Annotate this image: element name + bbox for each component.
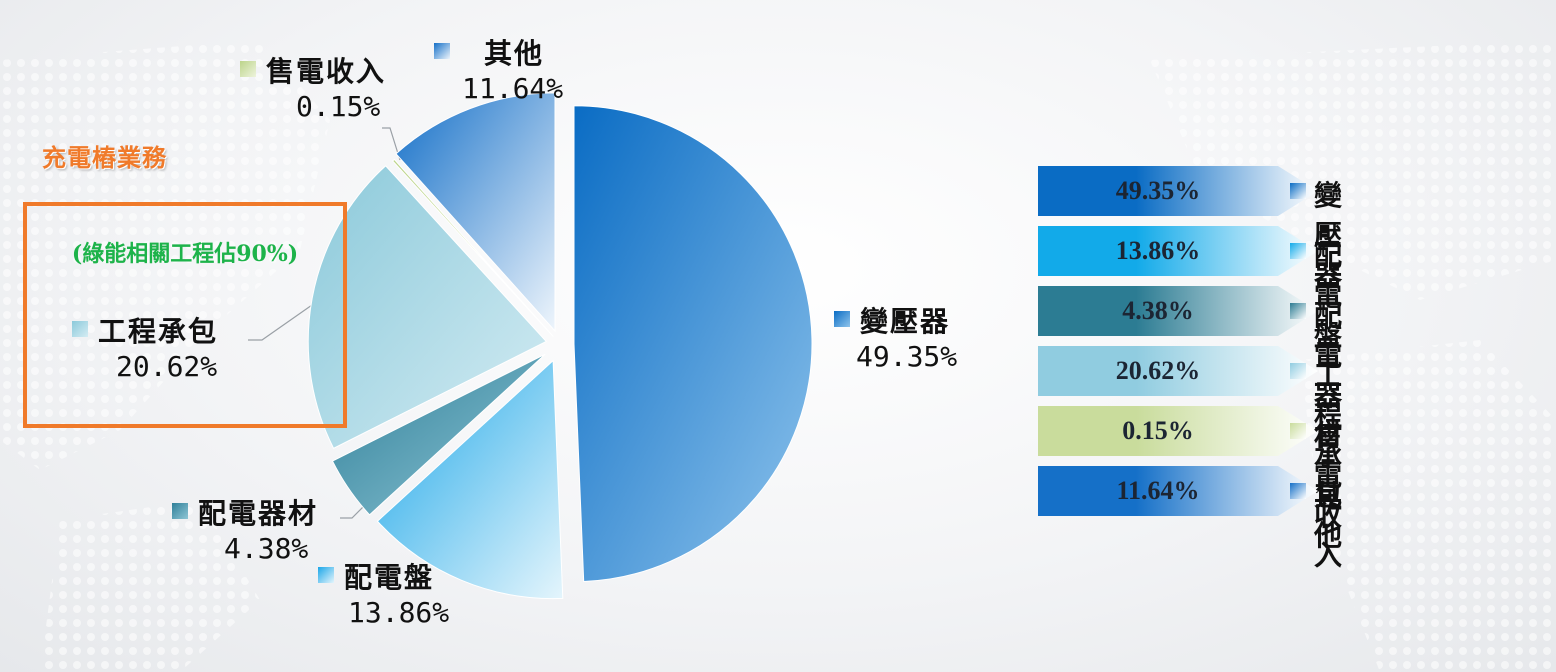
charging-pile-business-title: 充電樁業務 bbox=[42, 144, 167, 172]
pie-label-electricity-sales: 售電收入 0.15% bbox=[240, 50, 386, 123]
legend-swatch-icon bbox=[834, 311, 850, 327]
legend-label: 其他 bbox=[1314, 479, 1345, 552]
pie-slice bbox=[331, 353, 546, 516]
engineering-highlight-box bbox=[23, 202, 347, 428]
legend-swatch-icon bbox=[318, 567, 334, 583]
legend-bar bbox=[1038, 406, 1318, 456]
legend-label: 配電器材 bbox=[1314, 299, 1345, 452]
pie-slice bbox=[376, 359, 564, 600]
legend-swatch-icon bbox=[1290, 423, 1306, 439]
legend-swatch-icon bbox=[434, 43, 450, 59]
legend-swatch-icon bbox=[240, 61, 256, 77]
legend-swatch-icon bbox=[1290, 483, 1306, 499]
legend-label: 變壓器 bbox=[1314, 179, 1345, 292]
legend-label: 工程承包 bbox=[1314, 359, 1345, 512]
pie-slice bbox=[573, 105, 813, 583]
legend-bar bbox=[1038, 286, 1318, 336]
pie-label-switchboard: 配電盤 13.86% bbox=[318, 556, 449, 629]
pie-label-other: 其他 11.64% bbox=[434, 32, 563, 105]
pie-slice bbox=[395, 92, 556, 333]
legend-bar bbox=[1038, 226, 1318, 276]
legend-bar bbox=[1038, 346, 1318, 396]
pie-slice bbox=[307, 165, 548, 449]
legend-swatch-icon bbox=[1290, 183, 1306, 199]
legend-value: 20.62% bbox=[1115, 356, 1201, 385]
legend-swatch-icon bbox=[72, 321, 88, 337]
legend-value: 49.35% bbox=[1115, 176, 1201, 205]
pie-label-transformer: 變壓器 49.35% bbox=[834, 300, 957, 373]
legend-swatch-icon bbox=[1290, 243, 1306, 259]
pie-slice bbox=[391, 158, 554, 337]
legend-value: 4.38% bbox=[1122, 296, 1194, 325]
legend-swatch-icon bbox=[1290, 303, 1306, 319]
leader-line bbox=[382, 127, 401, 161]
legend-value: 0.15% bbox=[1122, 416, 1194, 445]
legend-value: 13.86% bbox=[1115, 236, 1201, 265]
green-energy-note: (綠能相關工程佔90%) bbox=[71, 241, 299, 267]
legend-label: 配電盤 bbox=[1314, 239, 1345, 352]
legend-bar bbox=[1038, 466, 1318, 516]
leader-line bbox=[248, 297, 323, 341]
legend-label: 售電收入 bbox=[1314, 419, 1345, 572]
legend-bar bbox=[1038, 166, 1318, 216]
pie-label-engineering: 工程承包 20.62% bbox=[72, 310, 218, 383]
legend-value: 11.64% bbox=[1116, 476, 1200, 505]
pie-label-distribution-equipment: 配電器材 4.38% bbox=[172, 492, 318, 565]
legend-swatch-icon bbox=[172, 503, 188, 519]
legend-swatch-icon bbox=[1290, 363, 1306, 379]
